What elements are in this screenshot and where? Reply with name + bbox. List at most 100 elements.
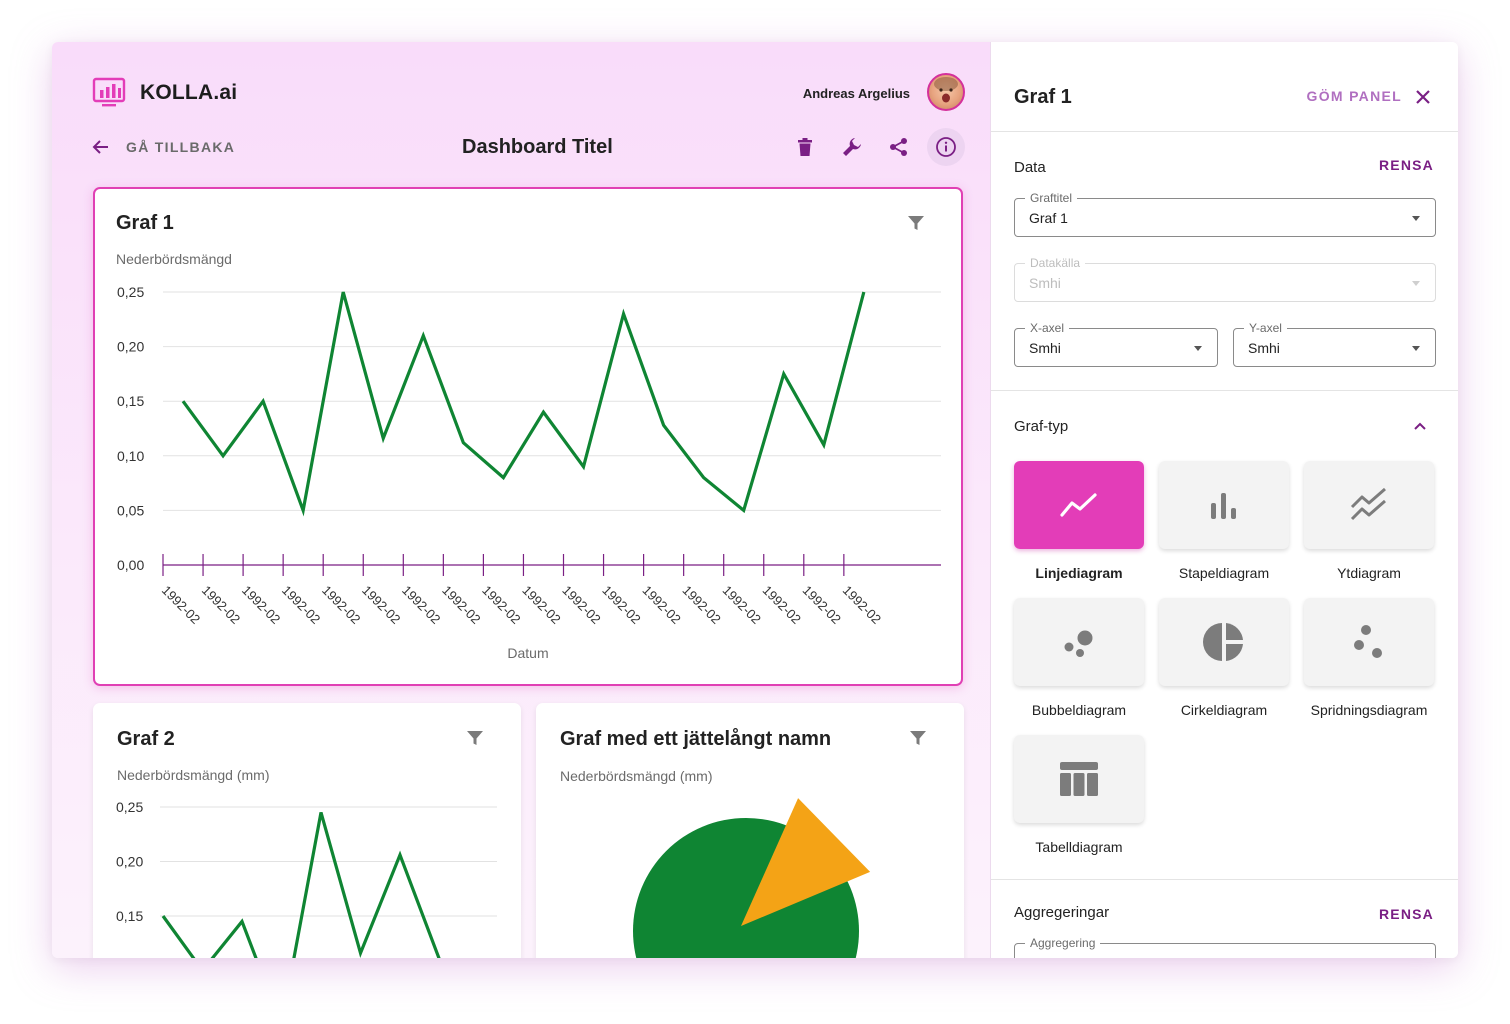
y-tick-label: 0,15	[116, 908, 143, 924]
aggregation-section-label: Aggregeringar	[1014, 904, 1110, 921]
series-line	[181, 291, 866, 517]
pie-slice	[741, 798, 871, 926]
scatter-chart-icon	[1354, 625, 1382, 658]
data-clear-button[interactable]: RENSA	[1378, 157, 1434, 173]
card-title: Graf 1	[116, 212, 174, 234]
graph-type-label: Ytdiagram	[1337, 565, 1401, 581]
y-axis-select[interactable]: Y-axel Smhi	[1233, 321, 1436, 367]
x-tick-label: 1992-02	[840, 583, 884, 627]
dashboard-title: Dashboard Titel	[462, 136, 613, 158]
y-tick-label: 0,00	[117, 557, 144, 573]
pie-chart-graf-3	[633, 798, 871, 958]
x-tick-label: 1992-02	[519, 583, 563, 627]
back-button-label: GÅ TILLBAKA	[126, 139, 236, 155]
panel-title: Graf 1	[1014, 86, 1072, 108]
graph-type-scatter[interactable]	[1304, 598, 1434, 686]
field-value: Smhi	[1029, 340, 1061, 356]
x-tick-label: 1992-02	[680, 583, 724, 627]
graph-type-table[interactable]	[1014, 735, 1144, 823]
field-legend: Datakälla	[1025, 256, 1086, 270]
x-tick-label: 1992-02	[239, 583, 283, 627]
filter-icon[interactable]	[906, 213, 926, 233]
y-tick-label: 0,25	[117, 284, 144, 300]
filter-icon[interactable]	[908, 728, 928, 748]
bar-chart-icon	[1211, 493, 1236, 519]
y-tick-label: 0,05	[117, 502, 144, 518]
chart-card-graf-3[interactable]: Graf med ett jättelångt namn Nederbördsm…	[536, 703, 964, 958]
x-tick-label: 1992-02	[599, 583, 643, 627]
close-icon[interactable]	[1412, 86, 1434, 108]
x-axis-title: Datum	[507, 645, 548, 661]
field-legend: Aggregering	[1025, 936, 1101, 950]
chevron-up-icon[interactable]	[1412, 418, 1428, 434]
y-tick-label: 0,20	[116, 854, 143, 870]
y-tick-label: 0,15	[117, 393, 144, 409]
settings-button[interactable]	[836, 131, 868, 163]
line-chart-graf-1: 0,000,050,100,150,200,251992-021992-0219…	[117, 284, 941, 661]
delete-button[interactable]	[789, 131, 821, 163]
aggregation-select[interactable]: Aggregering	[1014, 936, 1436, 958]
graph-type-pie[interactable]	[1159, 598, 1289, 686]
card-title: Graf med ett jättelångt namn	[560, 728, 832, 750]
line-chart-icon	[1060, 493, 1097, 517]
field-value: Graf 1	[1029, 210, 1068, 226]
x-tick-label: 1992-02	[199, 583, 243, 627]
x-tick-label: 1992-02	[559, 583, 603, 627]
graph-title-select[interactable]: Graftitel Graf 1	[1014, 191, 1436, 237]
graph-type-label: Spridningsdiagram	[1310, 702, 1428, 718]
field-value: Smhi	[1248, 340, 1280, 356]
graph-type-bubble[interactable]	[1014, 598, 1144, 686]
user-name: Andreas Argelius	[802, 86, 910, 101]
field-value: Smhi	[1029, 275, 1061, 291]
chart-card-graf-1[interactable]: Graf 1 Nederbördsmängd 0,00 0,05 0,10 0,15 0…	[93, 187, 963, 686]
divider	[991, 131, 1458, 132]
y-axis-label: Nederbördsmängd (mm)	[117, 767, 270, 783]
x-axis-select[interactable]: X-axel Smhi	[1014, 321, 1218, 367]
aggregation-clear-button[interactable]: RENSA	[1378, 906, 1434, 922]
graph-type-label: Tabelldiagram	[1035, 839, 1123, 855]
x-tick-label: 1992-02	[279, 583, 323, 627]
y-axis-label: Nederbördsmängd	[116, 251, 232, 267]
x-tick-label: 1992-02	[159, 583, 203, 627]
pie-chart-icon	[1203, 623, 1243, 661]
hide-panel-button[interactable]: GÖM PANEL	[1306, 88, 1402, 104]
bubble-chart-icon	[1064, 630, 1093, 657]
x-tick-label: 1992-02	[720, 583, 764, 627]
user-avatar[interactable]	[927, 73, 965, 111]
graph-type-label: Linjediagram	[1035, 565, 1123, 581]
share-icon	[890, 138, 907, 156]
filter-icon[interactable]	[465, 728, 485, 748]
x-tick-label: 1992-02	[399, 583, 443, 627]
brand-name: KOLLA.ai	[140, 81, 238, 104]
divider	[991, 390, 1458, 391]
graph-type-line[interactable]	[1014, 461, 1144, 549]
dashboard-main: KOLLA.ai Andreas Argelius GÅ TILLBAKA Da…	[52, 42, 990, 958]
area-chart-icon	[1350, 487, 1386, 521]
data-section-label: Data	[1014, 159, 1046, 176]
back-button[interactable]: GÅ TILLBAKA	[92, 134, 235, 160]
caret-down-icon	[1412, 281, 1420, 286]
graph-type-area[interactable]	[1304, 461, 1434, 549]
graph-type-bar[interactable]	[1159, 461, 1289, 549]
table-chart-icon	[1060, 762, 1098, 796]
share-button[interactable]	[883, 131, 915, 163]
x-tick-label: 1992-02	[319, 583, 363, 627]
field-legend: X-axel	[1025, 321, 1070, 335]
x-tick-label: 1992-02	[760, 583, 804, 627]
chart-subtitle: Nederbördsmängd (mm)	[560, 768, 713, 784]
chart-card-graf-2[interactable]: Graf 2 Nederbördsmängd (mm) 0,25 0,20 0,15	[93, 703, 521, 958]
x-tick-label: 1992-02	[439, 583, 483, 627]
info-button[interactable]	[927, 128, 965, 166]
x-tick-label: 1992-02	[639, 583, 683, 627]
caret-down-icon	[1412, 216, 1420, 221]
card-title: Graf 2	[117, 728, 175, 750]
x-tick-label: 1992-02	[800, 583, 844, 627]
arrow-left-icon	[92, 140, 108, 154]
graph-type-label: Bubbeldiagram	[1031, 702, 1127, 718]
y-tick-label: 0,25	[116, 799, 143, 815]
y-tick-label: 0,10	[117, 448, 144, 464]
wrench-icon	[843, 138, 861, 156]
caret-down-icon	[1412, 346, 1420, 351]
y-tick-label: 0,20	[117, 339, 144, 355]
delete-icon	[798, 138, 812, 156]
